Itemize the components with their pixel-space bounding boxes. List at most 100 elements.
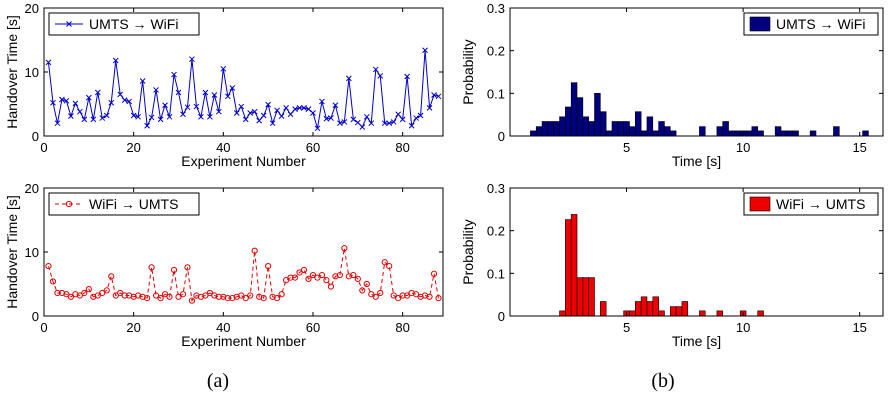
data-point [404,73,410,80]
histogram-wifi-to-umts-panel: 5 10 15 0 0.1 0.2 0.3 Time [s] Probability WiFi →… [460,181,884,349]
legend-label: WiFi → UMTS [776,196,865,212]
histogram-bar [658,121,665,137]
histogram-bar [646,301,654,317]
data-point [314,125,321,132]
data-point [180,111,186,118]
data-point [296,104,303,111]
data-point [292,106,298,112]
data-point [341,245,348,252]
x-tick-label: 20 [126,140,140,155]
data-point [399,116,406,123]
histogram-bar [547,121,555,137]
data-point [359,124,366,130]
data-point [296,269,303,276]
data-point [171,71,177,78]
data-point [242,116,249,123]
data-point [188,297,196,304]
data-point [260,112,267,119]
data-point [310,110,316,116]
data-point [193,103,200,110]
legend-label: UMTS → WiFi [89,16,178,32]
data-point [363,280,370,288]
data-point [68,113,74,120]
data-point [354,119,361,126]
histogram-bar [588,121,595,137]
data-point [372,293,379,300]
histogram-bar [728,130,735,137]
legend-umts-to-wifi: UMTS → WiFi [743,12,879,36]
data-point [274,294,281,302]
data-point [152,292,160,299]
data-point [413,115,419,121]
data-point [278,291,285,298]
legend-patch-swatch [749,196,771,212]
data-point [166,293,173,300]
legend-patch-swatch [749,16,771,32]
data-point [395,294,402,302]
data-point [224,294,231,302]
data-point [81,289,88,297]
histogram-bar [669,130,677,137]
data-point [350,271,357,279]
data-point [67,293,74,300]
histogram-bar [792,130,799,137]
legend-label: UMTS → WiFi [776,16,865,32]
data-point [435,294,442,302]
data-point [301,104,307,111]
data-point [81,116,88,123]
data-point [198,113,204,120]
data-point [126,98,133,105]
legend-wifi-to-umts: WiFi → UMTS [48,192,200,216]
data-point [390,292,397,299]
data-point [287,274,294,281]
histogram-bar [664,126,671,137]
x-tick-label: 5 [623,320,630,335]
histogram-bar [582,277,589,317]
legend-umts-to-wifi: UMTS → WiFi [48,12,200,36]
histogram-bar [658,310,665,317]
legend-marker [65,200,73,208]
x-tick-label: 40 [216,140,230,155]
data-point [45,262,52,270]
data-point [413,291,420,298]
histogram-bar [576,97,584,137]
histogram-bar [541,121,549,137]
data-point [148,264,155,271]
histogram-bar [774,126,782,137]
data-point [175,89,182,96]
data-point [368,291,375,298]
histogram-bar [570,214,578,317]
x-tick-label: 20 [126,320,140,335]
histogram-bar [570,82,578,137]
histogram-bar [559,310,566,317]
histogram-bar [757,130,764,137]
histogram-bar [699,310,706,317]
histogram-bar [559,116,566,137]
scatter-umts-to-wifi-panel: 0 20 40 60 80 0 10 20 Experiment Number Handover … [4,1,444,169]
data-point [422,47,428,54]
data-point [157,294,164,302]
data-point [260,294,267,302]
data-point [346,75,352,82]
data-point [153,87,159,93]
data-point [72,100,79,107]
histogram-bar [862,130,869,137]
data-point [112,57,119,64]
data-point [166,113,173,120]
data-point [50,99,56,106]
data-point [179,291,187,298]
data-point [108,99,115,106]
data-point [103,287,110,294]
data-point [251,247,258,254]
data-point [309,271,317,279]
x-tick-label: 80 [395,320,409,335]
data-point [130,112,137,119]
data-point [265,262,272,270]
legend-wifi-to-umts: WiFi → UMTS [743,192,879,216]
data-point [202,292,209,299]
data-point [408,122,415,129]
histogram-bar [565,106,572,137]
histogram-bar [833,126,840,137]
data-point [350,116,357,123]
histogram-bar [600,301,607,317]
